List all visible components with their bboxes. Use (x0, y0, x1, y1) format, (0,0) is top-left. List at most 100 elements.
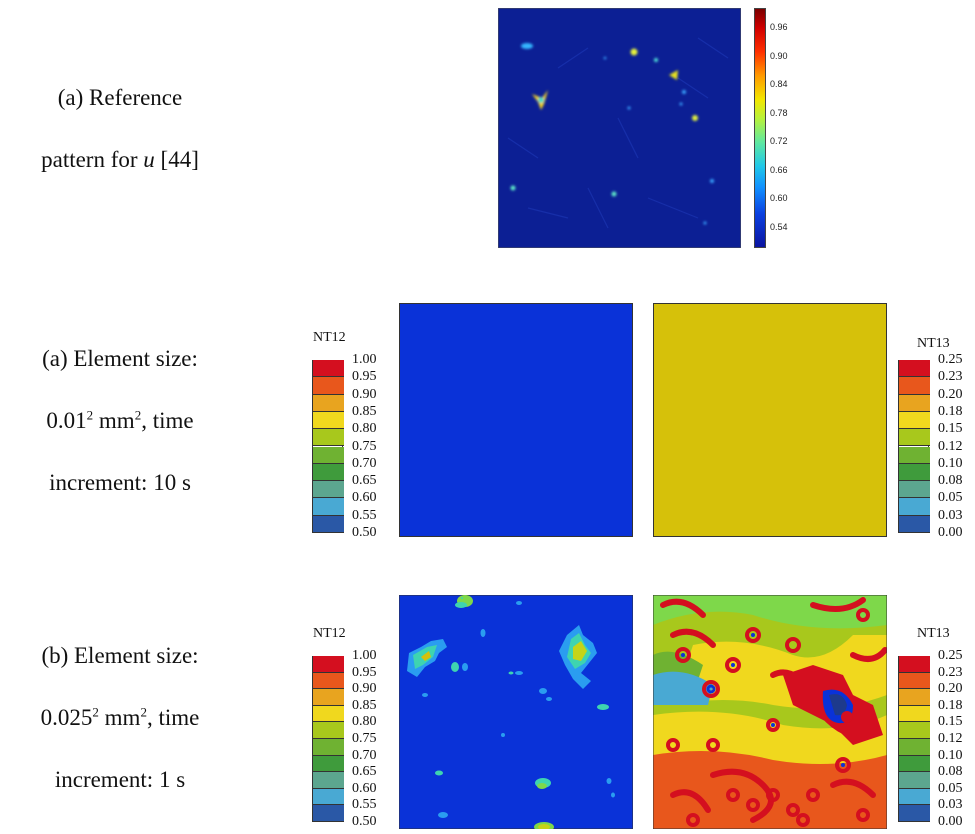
legend-band (899, 755, 930, 773)
legend-tick-label: 0.15 (938, 421, 963, 437)
legend-tick-label: 0.65 (352, 764, 377, 780)
legend-band (899, 377, 930, 395)
row-b-nt13-legend: 0.25 0.23 0.20 0.18 0.15 0.12 0.10 0.08 0.05 0.03… (898, 649, 975, 829)
legend-band (899, 705, 930, 723)
legend-tick-label: 0.25 (938, 648, 963, 663)
legend-tick-label: 0.50 (352, 814, 377, 829)
legend-tick-label: 0.85 (352, 403, 377, 419)
legend-band (313, 739, 344, 756)
legend-band (899, 772, 930, 789)
row-b-nt12-legend: 1.00 0.95 0.90 0.85 0.80 0.75 0.70 0.65 0.60 0.55… (312, 649, 392, 829)
row-a-nt13-field (653, 303, 887, 537)
reference-colorbar-tick-label: 0.78 (770, 107, 788, 118)
legend-tick-label: 0.90 (352, 681, 377, 697)
legend-tick-label: 0.18 (938, 403, 963, 419)
row-a-nt12-legend: 1.00 0.95 0.90 0.85 0.80 0.75 0.70 0.65 0.60 0.55… (312, 353, 392, 540)
row-b-caption: (b) Element size: 0.0252 mm2, time incre… (0, 643, 240, 793)
legend-band (899, 805, 930, 822)
legend-band (899, 739, 930, 756)
legend-tick-label: 0.08 (938, 473, 963, 489)
legend-tick-label: 0.80 (352, 421, 377, 437)
nt13-colorbar (898, 360, 930, 533)
legend-tick-label: 0.50 (352, 525, 377, 540)
row-b-nt13-field (652, 594, 888, 830)
legend-band (313, 705, 344, 723)
legend-band (313, 689, 344, 706)
legend-band (899, 498, 930, 516)
legend-tick-label: 0.18 (938, 697, 963, 713)
legend-tick-label: 0.75 (352, 438, 377, 454)
legend-tick-label: 0.05 (938, 490, 963, 506)
row-b-nt13-title: NT13 (917, 626, 950, 641)
legend-band (899, 360, 930, 378)
legend-band (313, 446, 344, 464)
legend-tick-label: 0.05 (938, 780, 963, 796)
ref-caption-line1: (a) Reference (57, 85, 183, 110)
legend-band (313, 515, 344, 533)
legend-tick-label: 0.95 (352, 664, 377, 680)
legend-band (899, 515, 930, 533)
legend-tick-label: 0.70 (352, 747, 377, 763)
legend-band (899, 788, 930, 806)
legend-tick-label: 0.00 (938, 814, 963, 829)
legend-tick-label: 1.00 (352, 648, 377, 663)
reference-colorbar-tick-label: 0.54 (770, 221, 788, 232)
legend-band (313, 672, 344, 690)
row-a-nt13-title: NT13 (917, 336, 950, 351)
reference-colorbar (754, 8, 766, 248)
reference-colorbar-tick-label: 0.60 (770, 193, 788, 203)
legend-tick-label: 0.60 (352, 780, 377, 796)
legend-tick-label: 0.03 (938, 507, 963, 523)
row-b-caption-line1: (b) Element size: (41, 643, 199, 668)
reference-colorbar-tick-label: 0.90 (770, 50, 788, 61)
legend-tick-label: 0.23 (938, 664, 963, 680)
legend-tick-label: 0.12 (938, 438, 963, 454)
row-a-nt12-title: NT12 (313, 330, 346, 345)
legend-tick-label: 0.23 (938, 369, 963, 385)
legend-tick-label: 0.20 (938, 681, 963, 697)
legend-band (313, 722, 344, 739)
row-b-nt12-title: NT12 (313, 626, 346, 641)
legend-tick-label: 0.20 (938, 386, 963, 402)
legend-tick-label: 0.12 (938, 731, 963, 746)
row-b-caption-line3: increment: 1 s (54, 767, 186, 792)
legend-tick-label: 0.25 (938, 352, 963, 367)
legend-band (313, 498, 344, 516)
legend-band (899, 463, 930, 482)
legend-band (899, 656, 930, 673)
legend-tick-label: 0.10 (938, 455, 963, 471)
reference-colorbar-tick-label: 0.96 (770, 22, 788, 32)
row-b-caption-line2: 0.0252 mm2, time (40, 704, 200, 730)
row-a-nt13-legend: 0.25 0.23 0.20 0.18 0.15 0.12 0.10 0.08 0.05 0.03… (898, 353, 975, 540)
reference-colorbar-tick-label: 0.72 (770, 136, 788, 146)
row-a-caption-line3: increment: 10 s (49, 470, 191, 495)
legend-tick-label: 0.65 (352, 473, 377, 489)
legend-band (313, 411, 344, 430)
legend-band (899, 722, 930, 739)
legend-tick-label: 0.15 (938, 714, 963, 730)
legend-band (899, 429, 930, 447)
legend-tick-label: 0.55 (352, 507, 377, 523)
legend-tick-label: 0.95 (352, 369, 377, 385)
legend-tick-label: 0.03 (938, 797, 963, 813)
legend-tick-label: 0.08 (938, 764, 963, 780)
legend-band (313, 656, 344, 673)
legend-band (899, 481, 930, 499)
reference-colorbar-tick-label: 0.84 (770, 79, 788, 89)
legend-band (313, 377, 344, 395)
reference-pattern-image (497, 7, 742, 249)
ref-caption: (a) Reference pattern for u [44] (0, 85, 240, 185)
row-a-nt12-field (399, 303, 633, 537)
ref-caption-line2: pattern for u [44] (41, 147, 199, 172)
legend-band (313, 429, 344, 447)
legend-tick-label: 0.75 (352, 731, 377, 746)
row-b-nt12-field (398, 594, 634, 832)
legend-band (899, 689, 930, 706)
legend-band (899, 394, 930, 412)
reference-colorbar-tick-label: 0.66 (770, 164, 788, 175)
nt12-colorbar (312, 360, 344, 533)
row-a-caption: (a) Element size: 0.012 mm2, time increm… (0, 346, 240, 496)
row-a-caption-line2: 0.012 mm2, time (46, 407, 194, 433)
legend-band (313, 788, 344, 806)
legend-tick-label: 0.85 (352, 697, 377, 713)
